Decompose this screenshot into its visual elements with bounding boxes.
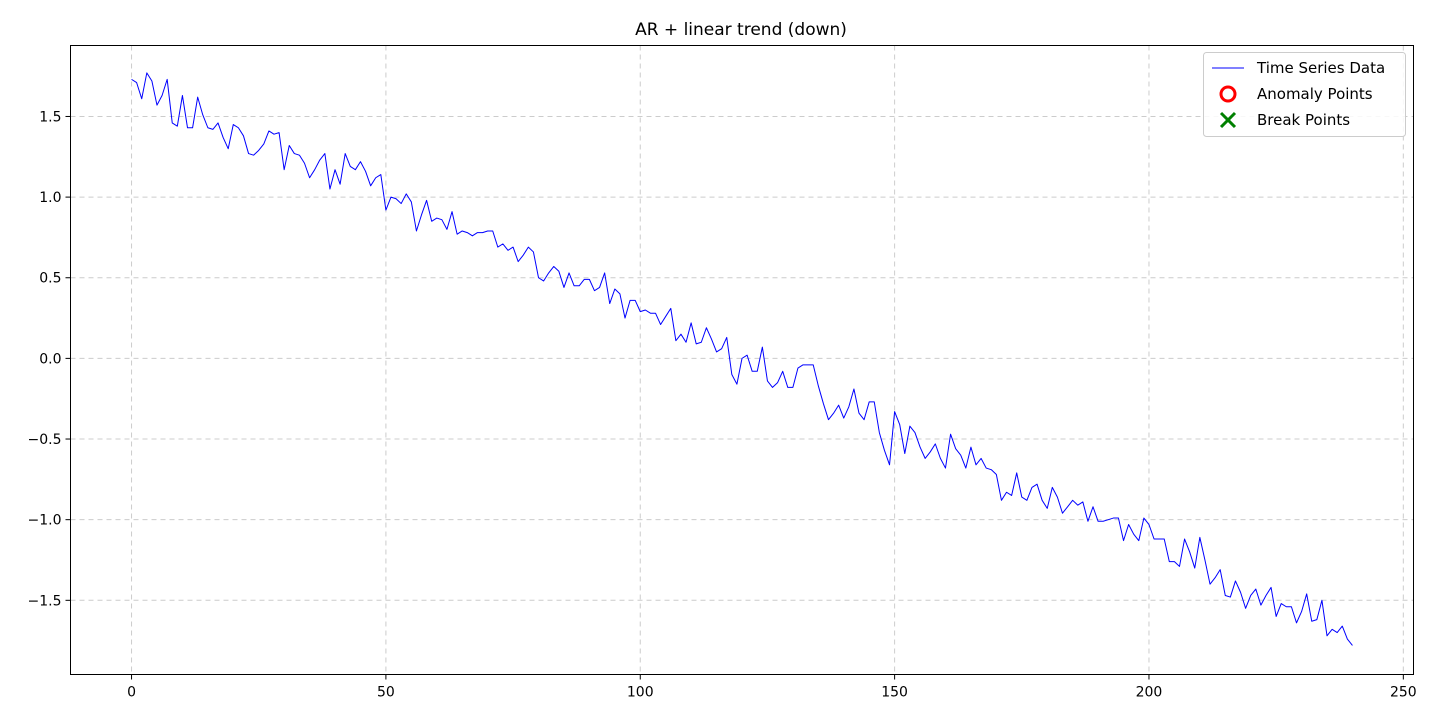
axes: 0 50 100 150 200 250 1.5 1.0 0.5 0.0 −0.5 −1.0 −1.5 [28, 109, 1417, 700]
legend-circle-marker [1219, 85, 1237, 103]
x-tick-label: 150 [881, 685, 908, 701]
legend-label: Time Series Data [1256, 59, 1385, 77]
y-tick-label: 1.5 [39, 109, 61, 125]
series-layer [131, 72, 1353, 646]
legend-x-marker [1219, 111, 1237, 129]
y-tick-label: −1.0 [28, 513, 62, 529]
x-tick-label: 0 [127, 685, 136, 701]
chart-title: AR + linear trend (down) [635, 20, 847, 40]
y-tick-label: 1.0 [39, 190, 61, 206]
x-tick-label: 100 [627, 685, 654, 701]
series-line [131, 72, 1353, 646]
legend-box [1203, 52, 1406, 137]
legend-label: Break Points [1257, 111, 1350, 129]
y-tick-label: −1.5 [28, 593, 62, 609]
y-tick-label: 0.5 [39, 271, 61, 287]
y-tick-label: 0.0 [39, 351, 61, 367]
x-tick-label: 200 [1136, 685, 1163, 701]
legend-label: Anomaly Points [1257, 85, 1373, 103]
x-tick-label: 50 [377, 685, 395, 701]
x-tick-label: 250 [1390, 685, 1417, 701]
legend: Time Series Data Anomaly Points Break Poin… [1203, 52, 1406, 137]
y-tick-label: −0.5 [28, 432, 62, 448]
grid [70, 45, 1414, 675]
plot-area-frame [70, 45, 1414, 675]
